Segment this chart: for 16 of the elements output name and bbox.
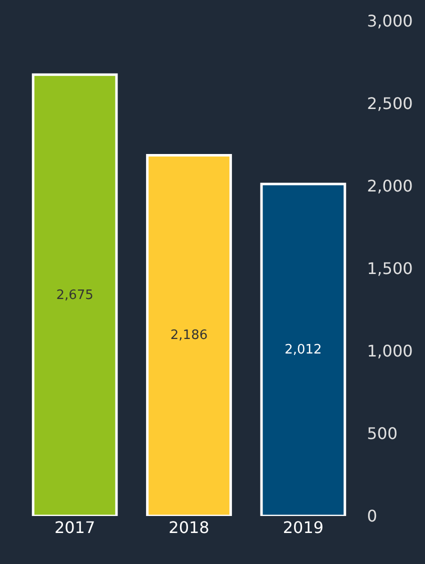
y-tick-label: 500 <box>367 424 398 444</box>
x-tick-label: 2018 <box>168 518 210 537</box>
y-tick-label: 0 <box>367 506 378 526</box>
x-tick-label: 2017 <box>54 518 96 537</box>
bar <box>260 182 346 516</box>
data-label: 2,675 <box>56 288 94 303</box>
y-tick-label: 3,000 <box>367 12 413 31</box>
data-label: 2,186 <box>170 328 208 344</box>
y-tick-label: 1,500 <box>367 259 413 278</box>
x-tick-label: 2019 <box>282 518 324 537</box>
y-tick-label: 1,000 <box>367 342 413 361</box>
bar <box>32 73 118 516</box>
y-tick-label: 2,000 <box>367 176 413 196</box>
data-label: 2,012 <box>284 342 322 358</box>
y-tick-label: 2,500 <box>367 94 413 114</box>
bar <box>146 154 232 516</box>
